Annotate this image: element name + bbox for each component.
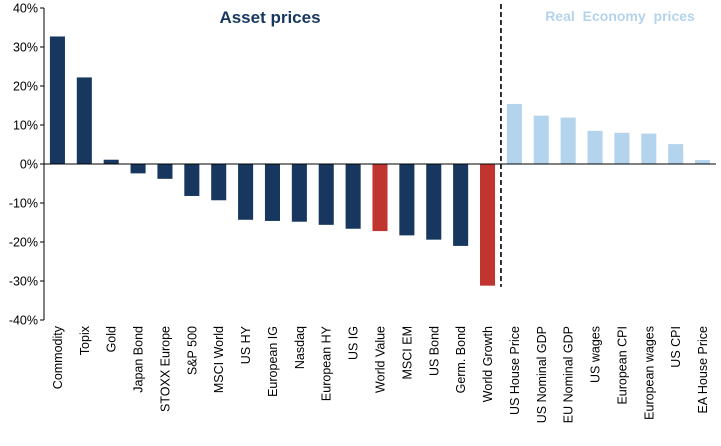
category-label-us-bond: US Bond (427, 326, 441, 376)
bar-ea-house-price (695, 160, 711, 164)
category-label-germ-bond: Germ. Bond (454, 326, 468, 393)
bar-world-value (372, 164, 388, 232)
category-label-stoxx-europe: STOXX Europe (158, 326, 172, 412)
y-axis: 40% 30% 20% 10% 0% -10% -20% -30% -40% (9, 2, 45, 328)
bar-european-ig (264, 164, 281, 221)
bar-msci-world (211, 164, 227, 201)
bar-eu-nominal-gdp (560, 117, 576, 164)
bar-european-wages (641, 133, 657, 164)
bar-msci-em (399, 164, 415, 236)
bar-japan-bond (130, 164, 146, 174)
category-label-us-ig: US IG (347, 326, 361, 360)
category-label-us-hy: US HY (239, 325, 253, 364)
bar-stoxx-europe (157, 164, 173, 179)
category-label-msci-em: MSCI EM (400, 326, 414, 379)
real-economy-prices-title: Real Economy prices (545, 8, 695, 24)
category-label-nasdaq: Nasdaq (293, 326, 307, 369)
category-label-world-value: World Value (374, 326, 388, 393)
y-tick-label: 20% (13, 80, 38, 94)
y-tick-label: 0% (20, 158, 38, 172)
bar-us-house-price (506, 103, 522, 164)
bar-us-ig (345, 164, 361, 229)
y-tick-label: 30% (13, 41, 38, 55)
category-label-msci-world: MSCI World (212, 326, 226, 393)
category-label-european-cpi: European CPI (615, 326, 629, 405)
bar-us-cpi (668, 144, 684, 164)
category-label-japan-bond: Japan Bond (132, 326, 146, 393)
y-tick-label: 10% (13, 119, 38, 133)
y-tick-label: -20% (9, 236, 38, 250)
category-label-ea-house-price: EA House Price (696, 326, 710, 414)
category-label-european-ig: European IG (266, 326, 280, 397)
bar-world-growth (479, 164, 496, 286)
bar-germ-bond (453, 164, 469, 246)
bar-us-nominal-gdp (533, 115, 549, 164)
category-label-commodity: Commodity (51, 325, 65, 389)
category-label-us-house-price: US House Price (508, 326, 522, 415)
category-label-european-wages: European wages (642, 326, 656, 420)
y-tick-label: -40% (9, 314, 38, 328)
category-label-gold: Gold (105, 326, 119, 352)
bar-nasdaq (291, 164, 307, 222)
bar-us-bond (426, 164, 442, 240)
bar-sandp-500 (184, 164, 200, 196)
y-tick-label: 40% (13, 2, 38, 16)
bar-european-cpi (614, 132, 630, 164)
bar-gold (103, 159, 119, 164)
category-labels: Commodity Topix Gold Japan Bond STOXX Europe… (51, 325, 710, 423)
bar-european-hy (318, 164, 334, 225)
category-label-us-nominal-gdp: US Nominal GDP (535, 326, 549, 423)
category-label-us-cpi: US CPI (669, 326, 683, 368)
category-label-topix: Topix (78, 325, 92, 355)
bar-topix (76, 77, 92, 164)
y-tick-label: -30% (9, 275, 38, 289)
y-tick-label: -10% (9, 197, 38, 211)
asset-prices-title: Asset prices (219, 8, 320, 27)
category-label-world-growth: World Growth (481, 326, 495, 402)
bar-us-hy (238, 164, 254, 220)
category-label-us-wages: US wages (589, 326, 603, 383)
bar-commodity (49, 36, 65, 164)
category-label-sandp-500: S&P 500 (185, 326, 199, 375)
bar-us-wages (587, 130, 603, 164)
category-label-eu-nominal-gdp: EU Nominal GDP (562, 326, 576, 423)
bars-group (49, 36, 711, 286)
category-label-european-hy: European HY (320, 325, 334, 401)
